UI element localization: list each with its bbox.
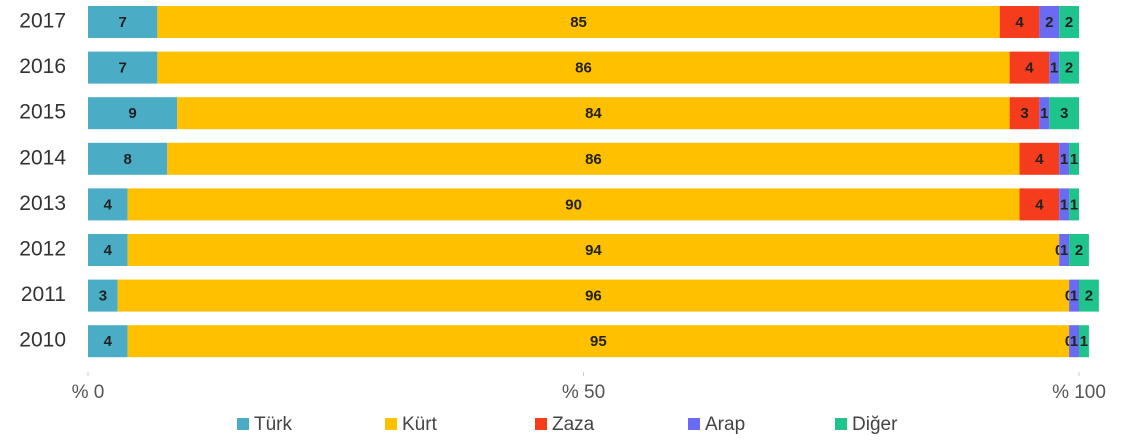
data-label: 4 [1035,151,1044,168]
bar-segment [1039,6,1060,38]
x-tick-label: % 0 [72,382,105,403]
y-tick-label: 2011 [21,283,66,306]
bar-segment [88,142,168,175]
legend-label: Diğer [852,414,898,435]
data-label: 1 [1050,60,1058,77]
y-tick-label: 2015 [19,101,66,124]
bar-segment [999,6,1040,38]
bar-segment [1069,325,1079,358]
bar-segment [1039,97,1050,130]
y-tick-label: 2016 [19,55,66,78]
data-label: 1 [1060,151,1068,168]
bar-segment [1049,97,1079,130]
data-label: 86 [575,60,592,77]
data-label: 2 [1075,242,1083,259]
legend-swatch [385,418,397,430]
data-label: 90 [565,196,582,213]
bar-segment [1019,142,1060,175]
data-label: 4 [104,333,113,350]
data-label: 4 [104,196,113,213]
data-label: 86 [585,151,602,168]
bar-segment [88,234,128,266]
bar-segment [1049,51,1060,84]
bar-segment [1059,6,1079,38]
bar-segment [1069,142,1079,175]
legend-label: Zaza [552,414,595,435]
bar-segment [88,97,178,130]
legend-label: Arap [705,414,745,435]
data-label: 3 [1060,105,1068,122]
bar-segment [1009,51,1050,84]
data-label: 4 [1015,14,1024,31]
bar-segment [1059,142,1070,175]
data-label: 8 [123,151,131,168]
bar-segment [117,279,1070,312]
data-label: 1 [1040,105,1048,122]
bar-segment [1079,325,1089,358]
data-label: 3 [99,288,107,305]
data-label: 1 [1070,151,1078,168]
bar-segment [88,51,158,84]
data-label: 95 [590,333,607,350]
legend-swatch [835,418,847,430]
data-label: 9 [128,105,136,122]
bar-segment [177,97,1010,130]
bar-segment [1059,188,1070,221]
data-label: 4 [1035,196,1044,213]
bar-segment [1069,279,1079,312]
bar-segment [1069,234,1089,266]
data-label: 4 [104,242,113,259]
bar-segment [88,188,128,221]
y-tick-label: 2014 [19,146,66,169]
data-label: 2 [1085,288,1093,305]
data-label: 3 [1020,105,1028,122]
data-label: 2 [1065,60,1073,77]
legend-swatch [688,418,700,430]
bar-segment [88,325,128,358]
legend-label: Türk [254,414,293,435]
bar-segment [88,279,118,312]
bar-segment [1079,279,1099,312]
bar-segment [127,325,1070,358]
data-label: 1 [1070,288,1078,305]
data-label: 94 [585,242,602,259]
y-tick-label: 2012 [19,238,66,261]
bar-segment [1059,234,1070,266]
data-label: 2 [1045,14,1053,31]
bar-segment [127,188,1020,221]
y-tick-label: 2017 [19,10,66,33]
data-label: 1 [1060,242,1068,259]
bar-segment [1009,97,1040,130]
bar-segment [127,234,1060,266]
x-tick-label: % 50 [562,382,605,403]
y-tick-label: 2013 [19,192,66,215]
data-label: 2 [1065,14,1073,31]
y-tick-label: 2010 [19,329,66,352]
bar-segment [167,142,1020,175]
bar-segment [88,6,158,38]
bar-segment [157,51,1010,84]
data-label: 1 [1080,333,1088,350]
x-tick-label: % 100 [1052,382,1106,403]
bar-segment [1069,188,1079,221]
bar-segment [1019,188,1060,221]
data-label: 7 [119,60,127,77]
data-label: 96 [585,288,602,305]
legend-swatch [237,418,249,430]
data-label: 4 [1025,60,1034,77]
data-label: 84 [585,105,602,122]
data-label: 1 [1070,196,1078,213]
data-label: 1 [1070,333,1078,350]
legend-label: Kürt [402,414,438,435]
bar-segment [1059,51,1079,84]
data-label: 85 [570,14,587,31]
data-label: 1 [1060,196,1068,213]
bar-segment [157,6,1000,38]
data-label: 7 [119,14,127,31]
legend-swatch [535,418,547,430]
